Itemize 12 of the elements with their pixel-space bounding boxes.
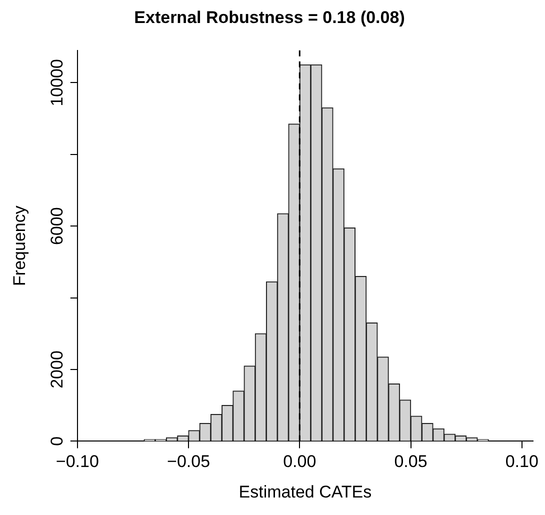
- y-tick-label: 6000: [48, 207, 67, 245]
- x-axis-title: Estimated CATEs: [238, 482, 372, 502]
- x-tick-label: 0.05: [394, 452, 428, 472]
- chart-title: External Robustness = 0.18 (0.08): [134, 8, 405, 27]
- x-tick-label: 0.00: [283, 452, 316, 472]
- y-tick-label: 2000: [48, 350, 67, 388]
- x-tick-label: −0.10: [56, 452, 99, 472]
- x-tick-label: −0.05: [167, 452, 210, 472]
- y-axis-title: Frequency: [10, 205, 29, 286]
- y-tick-label: 0: [48, 436, 67, 446]
- x-tick-label: 0.10: [505, 452, 538, 472]
- y-tick-label: 10000: [48, 59, 67, 106]
